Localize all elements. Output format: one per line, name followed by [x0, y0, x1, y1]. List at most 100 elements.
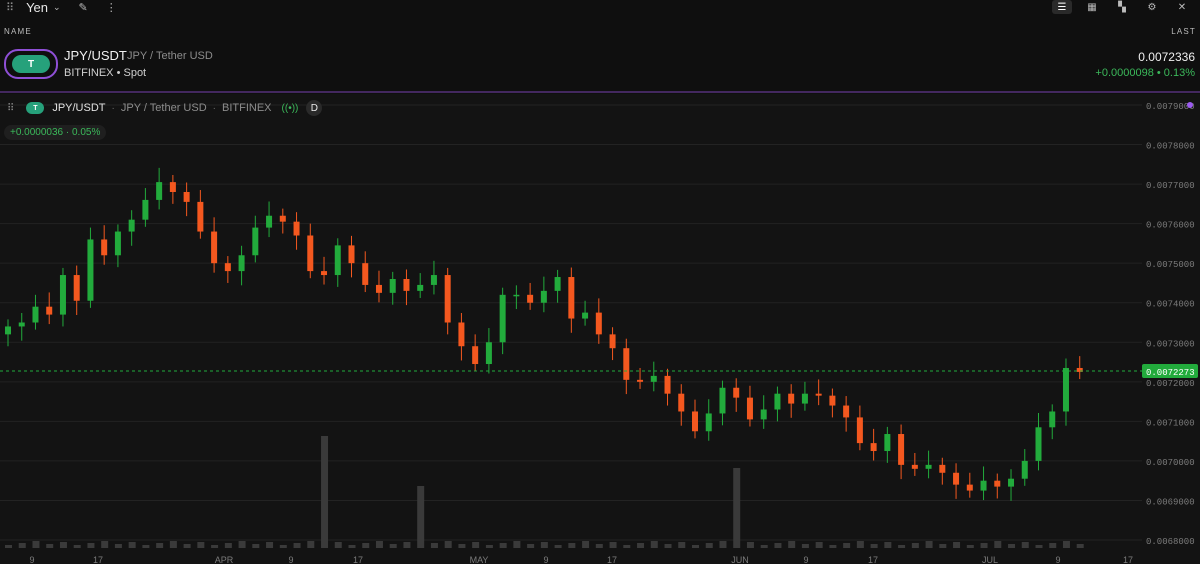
x-tick-label: JUN: [731, 555, 749, 564]
close-icon[interactable]: ✕: [1177, 1, 1187, 13]
candle-body: [472, 346, 479, 365]
candle-body: [59, 275, 66, 315]
volume-bar: [527, 544, 535, 548]
candle-body: [801, 393, 808, 404]
volume-bar: [1021, 542, 1029, 548]
candle-body: [692, 411, 698, 432]
watchlist-title[interactable]: Yen: [26, 0, 48, 15]
volume-bar: [183, 544, 191, 548]
more-vertical-icon[interactable]: ⋮: [105, 1, 117, 14]
volume-bar: [59, 542, 67, 548]
y-tick-label: 0.0079000: [1146, 102, 1195, 112]
x-tick-label: APR: [215, 555, 234, 564]
settings-icon[interactable]: ⚙: [1147, 1, 1157, 13]
drag-handle-icon[interactable]: ⠿: [7, 102, 15, 114]
candle-body: [527, 294, 534, 303]
legend-exchange: BITFINEX: [222, 102, 272, 114]
column-header-last[interactable]: LAST: [1171, 27, 1196, 36]
volume-bar: [293, 543, 301, 548]
candle-body: [733, 387, 740, 398]
candle-body: [18, 322, 25, 327]
drag-handle-icon[interactable]: ⠿: [6, 1, 15, 14]
legend-change: +0.0000036 · 0.05%: [4, 125, 107, 140]
candle-body: [1021, 460, 1028, 479]
grid-view-icon[interactable]: ▚: [1118, 1, 1126, 13]
column-header-name[interactable]: NAME: [4, 27, 32, 36]
candle-body: [293, 221, 300, 236]
candle-body: [101, 239, 108, 256]
volume-bar: [843, 543, 851, 548]
volume-bar: [966, 545, 974, 548]
candle-body: [898, 434, 905, 465]
table-view-icon[interactable]: ▦: [1087, 1, 1097, 13]
x-tick-label: 17: [607, 555, 617, 564]
legend-description: JPY / Tether USD: [120, 102, 207, 114]
candle-body: [128, 219, 135, 232]
list-view-icon[interactable]: ☰: [1052, 0, 1072, 14]
candle-body: [334, 245, 341, 276]
row-exchange: BITFINEX • Spot: [64, 67, 147, 79]
candle-body: [650, 375, 657, 382]
volume-bar: [774, 543, 782, 548]
candle-body: [211, 231, 218, 264]
volume-bar: [1008, 544, 1016, 548]
y-tick-label: 0.0069000: [1146, 497, 1195, 507]
y-tick-label: 0.0076000: [1146, 221, 1195, 231]
candle-body: [664, 375, 671, 394]
volume-bar: [513, 541, 521, 548]
candle-body: [1076, 367, 1083, 372]
view-switcher: ☰ ▦ ▚ ⚙ ✕: [1052, 0, 1192, 14]
volume-bar: [540, 542, 548, 548]
candle-body: [554, 277, 561, 291]
candle-body: [238, 255, 245, 272]
row-description: JPY / Tether USD: [127, 50, 213, 62]
candle-body: [1035, 427, 1042, 461]
volume-bar: [87, 543, 95, 548]
legend-symbol[interactable]: JPY/USDT: [52, 102, 106, 114]
candle-body: [73, 275, 80, 301]
candle-body: [417, 284, 424, 291]
volume-bar: [18, 543, 26, 548]
candle-body: [1062, 367, 1069, 412]
candle-body: [705, 413, 712, 432]
volume-bar: [472, 542, 480, 548]
volume-bar: [637, 543, 645, 548]
y-tick-label: 0.0078000: [1146, 142, 1195, 152]
x-tick-label: 9: [29, 555, 34, 564]
row-symbol: JPY/USDT: [64, 48, 127, 63]
candle-body: [994, 480, 1001, 487]
candle-body: [746, 397, 753, 420]
y-tick-label: 0.0071000: [1146, 418, 1195, 428]
volume-bar: [266, 542, 274, 548]
volume-bar: [389, 544, 397, 548]
candle-body: [142, 199, 149, 220]
candle-body: [595, 312, 602, 335]
chevron-down-icon[interactable]: ⌄: [53, 1, 61, 12]
selected-symbol-badge[interactable]: T: [4, 49, 58, 79]
volume-bar: [362, 543, 370, 548]
candle-body: [939, 464, 946, 473]
volume-bar: [788, 541, 796, 548]
candle-body: [266, 215, 273, 228]
candle-body: [609, 334, 616, 349]
volume-bar: [856, 541, 864, 548]
volume-bar: [623, 545, 631, 548]
candle-body: [637, 379, 644, 382]
watchlist-row[interactable]: T JPY/USDT JPY / Tether USD BITFINEX • S…: [0, 42, 1200, 88]
candle-body: [870, 443, 877, 452]
volume-bar: [114, 544, 122, 548]
interval-button[interactable]: D: [306, 100, 323, 116]
volume-bar: [582, 541, 590, 548]
candle-body: [444, 275, 451, 323]
volume-bar: [705, 543, 713, 548]
candle-body: [307, 235, 314, 272]
volume-bar: [211, 545, 219, 548]
volume-bar: [224, 543, 232, 548]
pencil-icon[interactable]: ✎: [78, 1, 88, 14]
row-change: +0.0000098 • 0.13%: [1095, 67, 1195, 79]
volume-bar: [911, 543, 919, 548]
tether-icon: T: [26, 102, 45, 114]
volume-bar: [1035, 545, 1043, 548]
candle-body: [458, 322, 465, 347]
